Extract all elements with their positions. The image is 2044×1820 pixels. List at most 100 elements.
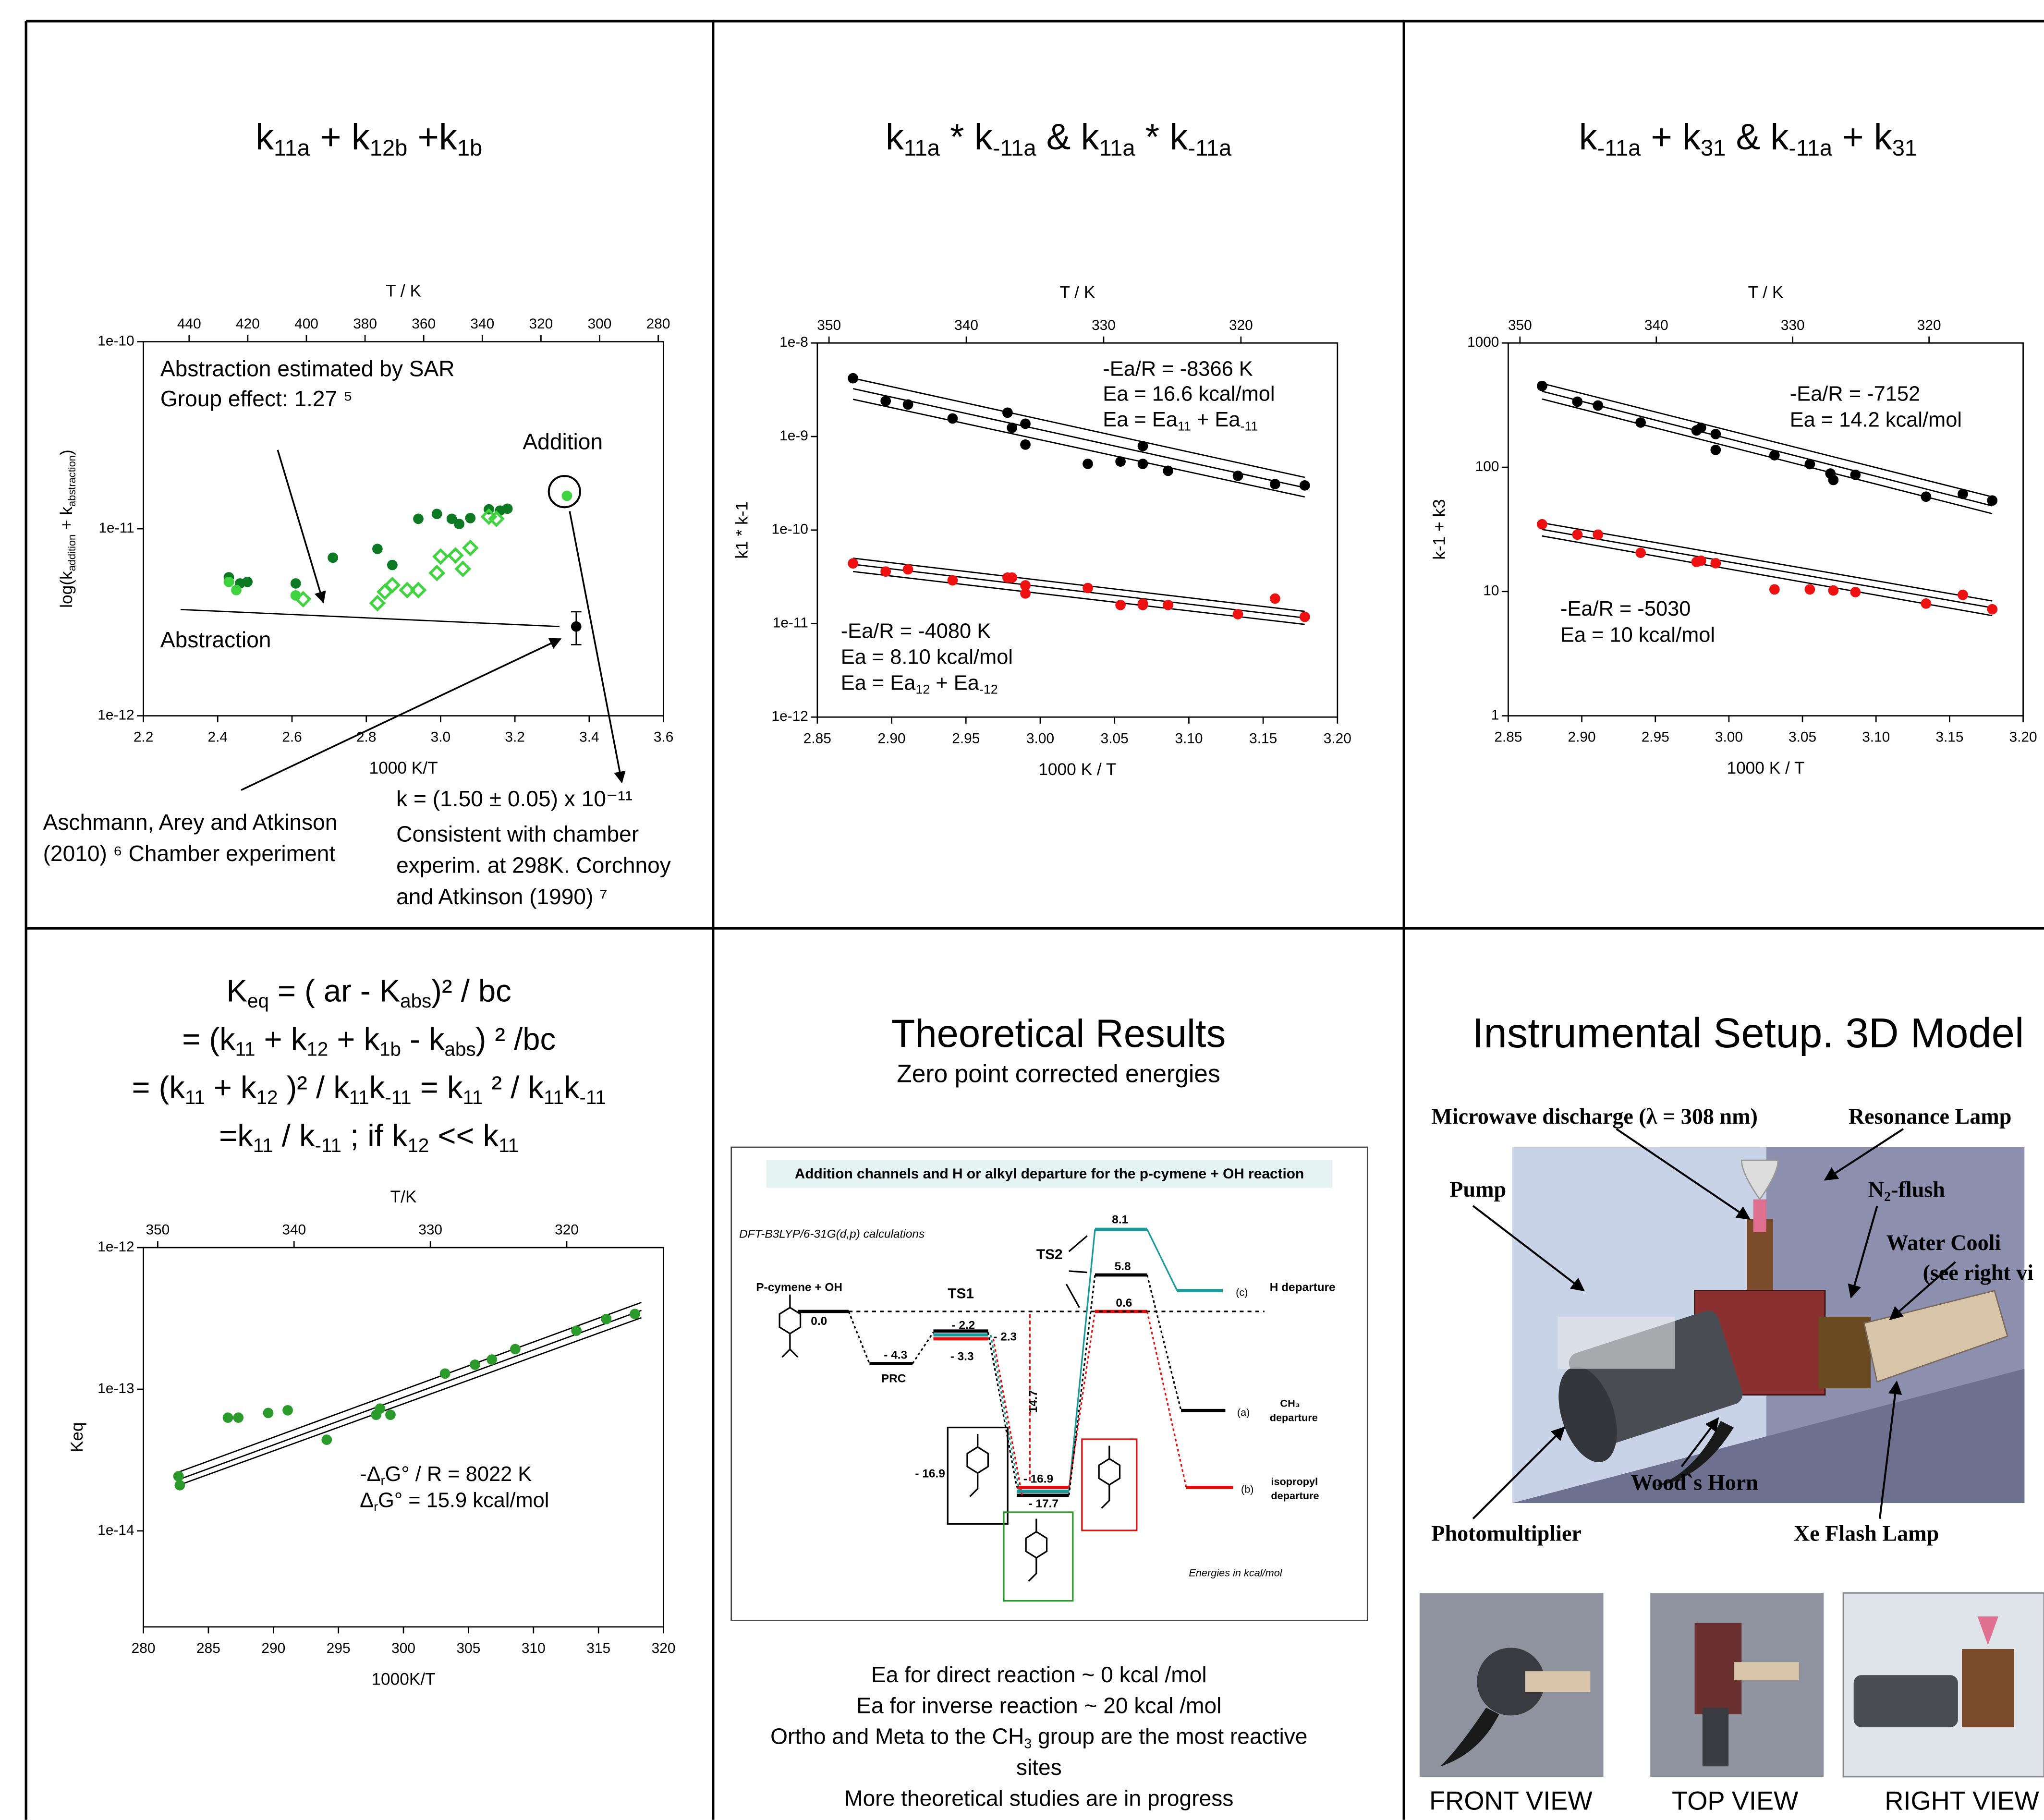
- fit-line: [179, 1310, 642, 1480]
- x-tick-label: 2.85: [803, 730, 831, 746]
- chart-title-part: -11: [385, 1086, 411, 1108]
- x-tick-label: 3.20: [2009, 729, 2037, 745]
- annotation-part: 12: [915, 682, 930, 697]
- note-part: group are the most reactive: [1032, 1724, 1307, 1749]
- data-point: [848, 373, 858, 384]
- data-point: [372, 544, 383, 554]
- y-axis-label-part: + k: [57, 507, 76, 534]
- data-point: [903, 399, 913, 410]
- data-point: [224, 577, 234, 587]
- x-tick-label: 315: [586, 1640, 610, 1656]
- x-tick-label: 3.05: [1788, 729, 1816, 745]
- chart-title-part: & k: [1036, 117, 1100, 158]
- data-point: [1987, 604, 1997, 615]
- data-point: [371, 596, 384, 609]
- data-point: [1769, 450, 1780, 461]
- y-tick-label: 1e-12: [772, 708, 808, 724]
- note-part: Ortho and Meta to the CH: [770, 1724, 1024, 1749]
- chart-title-part: =k: [219, 1118, 253, 1153]
- setup-label-part: N: [1868, 1177, 1884, 1201]
- data-point: [1163, 600, 1173, 610]
- note: Ea for inverse reaction ~ 20 kcal /mol: [856, 1693, 1221, 1718]
- chart-title-part: )² / k: [278, 1070, 349, 1105]
- data-point: [487, 1354, 497, 1365]
- data-point: [1270, 594, 1280, 604]
- x-tick-label: 3.10: [1175, 730, 1203, 746]
- chart-title-part: 11: [253, 1134, 273, 1156]
- x-tick-label: 310: [522, 1640, 546, 1656]
- energy-label: - 4.3: [884, 1349, 907, 1362]
- data-point: [1828, 585, 1839, 596]
- chart-title-part: = (k: [182, 1021, 235, 1056]
- chart-title-part: 31: [1892, 135, 1917, 161]
- x2-tick-label: 300: [588, 316, 612, 332]
- chart-title-part: 1b: [457, 135, 482, 161]
- x2-tick-label: 400: [294, 316, 318, 332]
- chart-title-part: + k: [256, 1021, 307, 1056]
- chart-title-part: abs: [400, 990, 431, 1012]
- chart-title-part: + k: [328, 1021, 379, 1056]
- annotation-part: G° = 15.9 kcal/mol: [378, 1489, 549, 1512]
- data-point: [1635, 547, 1646, 558]
- data-point: [470, 1359, 480, 1370]
- annotation: -Ea/R = -8366 K: [1103, 358, 1253, 381]
- x-axis-label: 1000 K / T: [1038, 760, 1116, 779]
- x2-tick-label: 350: [1508, 317, 1532, 333]
- chart-title-part: ) ² /bc: [476, 1021, 556, 1056]
- x-tick-label: 3.15: [1935, 729, 1963, 745]
- setup-label: Resonance Lamp: [1849, 1104, 2012, 1128]
- chart-title-part: eq: [247, 990, 269, 1012]
- chart-title-part: -11a: [1597, 135, 1642, 161]
- data-point: [456, 562, 469, 575]
- chart-title-part: 11: [185, 1086, 205, 1108]
- y-tick-label: 1e-12: [97, 1239, 134, 1255]
- data-point: [1270, 479, 1280, 489]
- x-tick-label: 320: [652, 1640, 676, 1656]
- data-point: [1769, 584, 1780, 595]
- annotation-part: -12: [979, 682, 998, 697]
- y-tick-label: 1e-10: [772, 522, 808, 537]
- x-tick-label: 2.85: [1494, 729, 1522, 745]
- energy-label: departure: [1271, 1490, 1319, 1502]
- data-point: [1593, 400, 1603, 411]
- annotation: -Ea/R = -4080 K: [841, 619, 991, 643]
- chart-title-part: 12: [256, 1086, 278, 1108]
- y-tick-label: 1e-8: [779, 334, 808, 350]
- data-point: [1850, 587, 1861, 597]
- x2-tick-label: 320: [555, 1222, 579, 1238]
- data-point: [413, 514, 424, 524]
- setup-label-part: -flush: [1891, 1177, 1945, 1201]
- view-label: TOP VIEW: [1672, 1786, 1799, 1816]
- chart-title: k11a + k12b +k1b: [256, 117, 482, 161]
- annotation: experim. at 298K. Corchnoy: [396, 853, 671, 878]
- chart-title-part: 12: [306, 1038, 328, 1060]
- plot-frame: [1508, 343, 2023, 716]
- data-point: [449, 549, 462, 562]
- y-axis-label-part: abstraction: [66, 455, 78, 507]
- chart-title-part: 11: [462, 1086, 483, 1108]
- data-point: [1696, 556, 1706, 566]
- chart-title-part: K: [227, 973, 247, 1008]
- x-tick-label: 2.8: [356, 729, 377, 745]
- data-point: [1987, 495, 1997, 506]
- chart-title-part: + k: [205, 1070, 256, 1105]
- data-point: [387, 560, 398, 570]
- x-tick-label: 2.90: [1568, 729, 1596, 745]
- energy-label: 14.7: [1027, 1390, 1040, 1413]
- data-point: [1083, 459, 1093, 469]
- energy-label: - 3.3: [950, 1350, 974, 1363]
- annotation-part: Ea = Ea: [841, 672, 916, 695]
- data-point: [233, 1412, 243, 1423]
- fit-line: [181, 609, 560, 626]
- fit-line: [179, 1318, 642, 1485]
- data-point: [1710, 445, 1721, 455]
- setup-label: Wood`s Horn: [1631, 1470, 1758, 1495]
- chart-title-part: + k: [1832, 117, 1893, 158]
- x-tick-label: 2.90: [878, 730, 906, 746]
- y-axis-label: Keq: [68, 1422, 86, 1453]
- x-tick-label: 3.15: [1249, 730, 1277, 746]
- x-tick-label: 3.20: [1324, 730, 1351, 746]
- data-point: [223, 1412, 233, 1423]
- x2-axis-label: T / K: [386, 282, 421, 301]
- chart-title-part: -11a: [1788, 135, 1833, 161]
